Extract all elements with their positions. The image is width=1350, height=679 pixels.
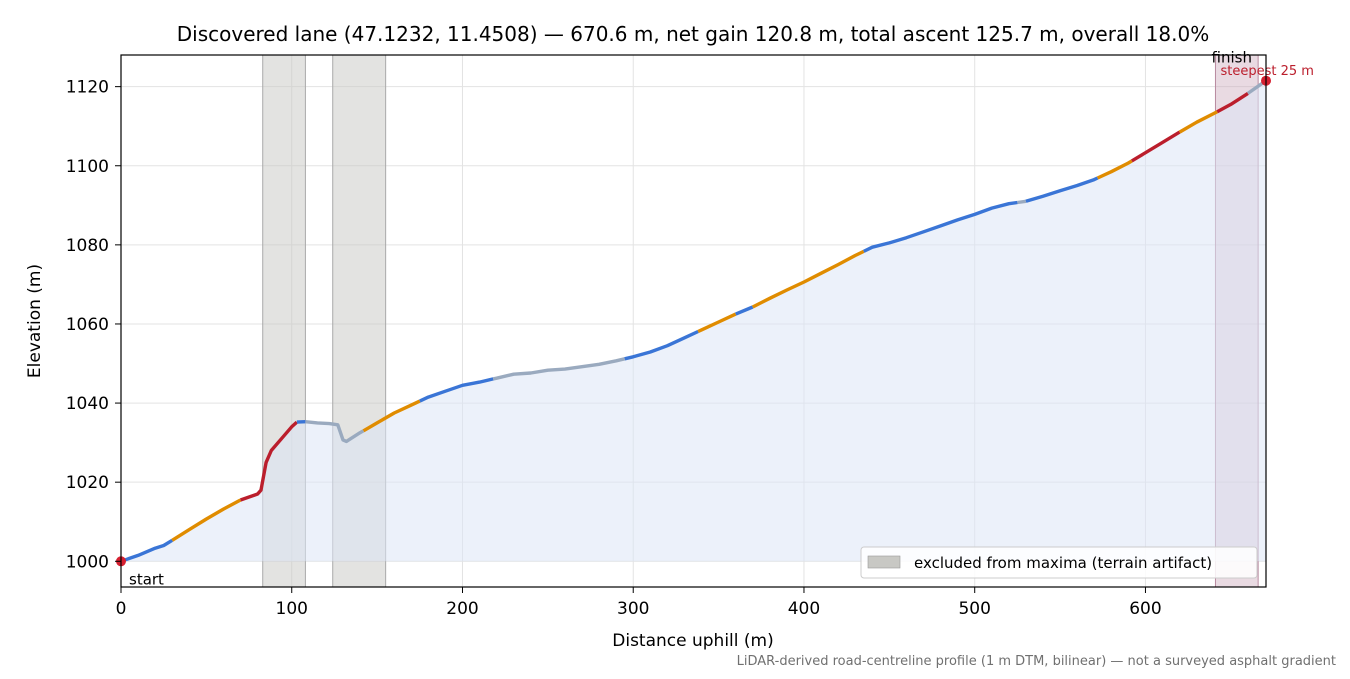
y-tick-label: 1040	[66, 394, 109, 414]
y-tick-label: 1080	[66, 236, 109, 256]
x-tick-label: 400	[788, 599, 820, 619]
y-tick-label: 1120	[66, 78, 109, 98]
chart-title: Discovered lane (47.1232, 11.4508) — 670…	[177, 22, 1209, 46]
legend: excluded from maxima (terrain artifact)	[861, 547, 1257, 578]
x-tick-label: 500	[958, 599, 990, 619]
legend-swatch	[868, 556, 900, 568]
y-tick-label: 1100	[66, 157, 109, 177]
x-tick-label: 600	[1129, 599, 1161, 619]
y-tick-label: 1060	[66, 315, 109, 335]
x-tick-label: 100	[276, 599, 308, 619]
y-tick-label: 1020	[66, 473, 109, 493]
y-tick-label: 1000	[66, 552, 109, 572]
y-axis-label: Elevation (m)	[25, 264, 45, 378]
x-tick-label: 0	[116, 599, 127, 619]
footnote: LiDAR-derived road-centreline profile (1…	[737, 654, 1336, 669]
start-label: start	[129, 570, 164, 588]
legend-label: excluded from maxima (terrain artifact)	[914, 554, 1212, 572]
steepest-label: steepest 25 m	[1220, 64, 1313, 79]
profile-segment-grey	[1017, 201, 1026, 202]
x-tick-label: 300	[617, 599, 649, 619]
x-axis-label: Distance uphill (m)	[612, 631, 773, 651]
x-tick-label: 200	[446, 599, 478, 619]
